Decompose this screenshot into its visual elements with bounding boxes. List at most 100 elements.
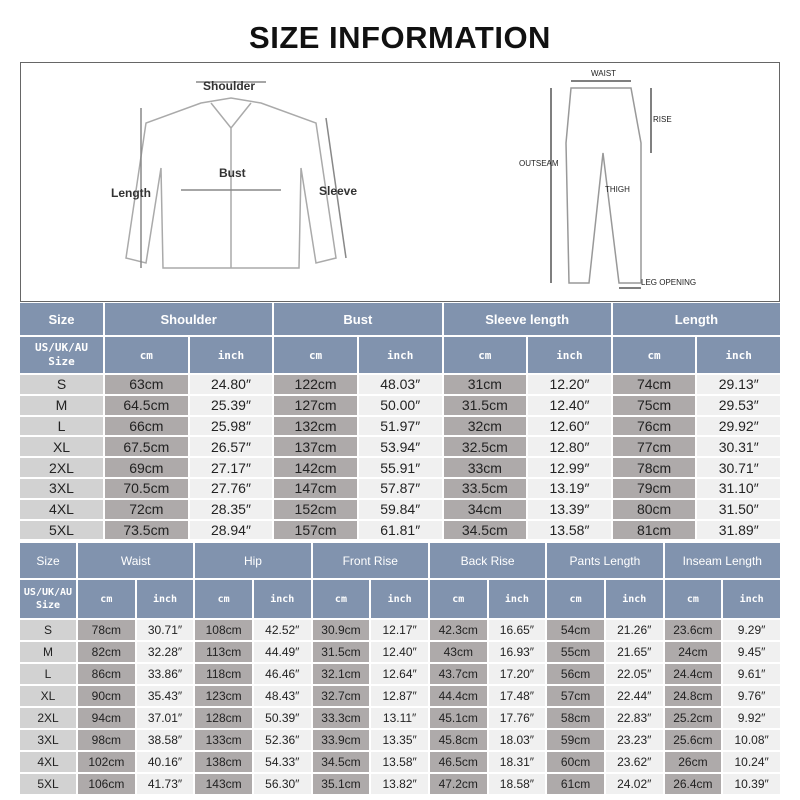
inch-value-cell: 46.46″: [253, 664, 311, 684]
inch-value-cell: 29.53″: [697, 395, 780, 415]
inch-header: inch: [605, 580, 663, 618]
cm-value-cell: 31.5cm: [312, 642, 370, 662]
inch-value-cell: 30.71″: [697, 458, 780, 477]
inch-value-cell: 48.43″: [253, 686, 311, 706]
inch-value-cell: 10.08″: [723, 730, 780, 750]
cm-header: cm: [195, 580, 252, 618]
region-size-header: US/UK/AU Size: [20, 580, 76, 618]
cm-header: cm: [429, 580, 487, 618]
measurement-diagram: Shoulder Bust Length Sleeve WAIST RISE O…: [20, 62, 780, 302]
column-group-header: Hip: [195, 543, 311, 578]
bust-label: Bust: [219, 166, 246, 180]
cm-value-cell: 64.5cm: [105, 395, 188, 415]
cm-header: cm: [612, 337, 696, 373]
inch-value-cell: 27.17″: [189, 458, 273, 477]
table-row: 4XL 72cm 28.35″ 152cm 59.84″ 34cm 13.39″ 80cm 31…: [20, 499, 780, 519]
column-group-header: Bust: [274, 303, 442, 335]
column-group-header: Pants Length: [547, 543, 663, 578]
size-cell: 5XL: [20, 774, 76, 794]
cm-value-cell: 147cm: [274, 478, 357, 498]
cm-value-cell: 33.5cm: [443, 478, 527, 498]
cm-value-cell: 31cm: [443, 375, 527, 394]
outseam-label: OUTSEAM: [519, 159, 559, 168]
inch-value-cell: 23.23″: [605, 730, 663, 750]
cm-value-cell: 108cm: [195, 620, 252, 640]
inch-value-cell: 12.99″: [528, 458, 611, 477]
inch-value-cell: 48.03″: [358, 375, 442, 394]
inch-value-cell: 21.65″: [605, 642, 663, 662]
inch-value-cell: 12.17″: [371, 620, 428, 640]
table-row: L 86cm 33.86″ 118cm 46.46″ 32.1cm 12.64″ 43.7cm…: [20, 664, 780, 684]
rise-label: RISE: [653, 115, 672, 124]
cm-value-cell: 102cm: [78, 752, 135, 772]
table-row: S 63cm 24.80″ 122cm 48.03″ 31cm 12.20″ 74cm 29.1…: [20, 375, 780, 394]
table-row: 5XL 106cm 41.73″ 143cm 56.30″ 35.1cm 13.82″ 47.…: [20, 774, 780, 794]
cm-header: cm: [664, 580, 722, 618]
inch-value-cell: 16.65″: [488, 620, 546, 640]
inch-value-cell: 12.40″: [371, 642, 428, 662]
cm-value-cell: 47.2cm: [429, 774, 487, 794]
cm-value-cell: 43cm: [429, 642, 487, 662]
cm-value-cell: 30.9cm: [312, 620, 370, 640]
table-row: 2XL 69cm 27.17″ 142cm 55.91″ 33cm 12.99″ 78cm 30…: [20, 458, 780, 477]
cm-value-cell: 157cm: [274, 520, 357, 540]
cm-value-cell: 61cm: [547, 774, 604, 794]
cm-value-cell: 67.5cm: [105, 437, 188, 457]
cm-value-cell: 122cm: [274, 375, 357, 394]
thigh-label: THIGH: [605, 185, 630, 194]
inch-value-cell: 27.76″: [189, 478, 273, 498]
cm-value-cell: 33.3cm: [312, 708, 370, 728]
column-group-header: Sleeve length: [443, 303, 611, 335]
cm-value-cell: 133cm: [195, 730, 252, 750]
inch-value-cell: 21.26″: [605, 620, 663, 640]
cm-header: cm: [312, 580, 370, 618]
cm-header: cm: [443, 337, 527, 373]
table-row: M 82cm 32.28″ 113cm 44.49″ 31.5cm 12.40″ 43cm 16…: [20, 642, 780, 662]
inch-value-cell: 56.30″: [253, 774, 311, 794]
cm-value-cell: 59cm: [547, 730, 604, 750]
inch-value-cell: 10.39″: [723, 774, 780, 794]
cm-value-cell: 128cm: [195, 708, 252, 728]
size-cell: L: [20, 416, 103, 436]
inch-value-cell: 12.87″: [371, 686, 428, 706]
size-cell: XL: [20, 437, 103, 457]
inch-value-cell: 18.03″: [488, 730, 546, 750]
cm-value-cell: 76cm: [612, 416, 696, 436]
cm-value-cell: 56cm: [547, 664, 604, 684]
cm-value-cell: 32.5cm: [443, 437, 527, 457]
cm-header: cm: [105, 337, 188, 373]
cm-value-cell: 43.7cm: [429, 664, 487, 684]
cm-value-cell: 98cm: [78, 730, 135, 750]
inch-value-cell: 12.40″: [528, 395, 611, 415]
cm-value-cell: 63cm: [105, 375, 188, 394]
group-header-row: Size Waist Hip Front Rise Back Rise Pants Len…: [20, 543, 780, 578]
inch-value-cell: 13.82″: [371, 774, 428, 794]
size-cell: 2XL: [20, 458, 103, 477]
cm-value-cell: 78cm: [612, 458, 696, 477]
cm-value-cell: 58cm: [547, 708, 604, 728]
cm-value-cell: 54cm: [547, 620, 604, 640]
cm-value-cell: 57cm: [547, 686, 604, 706]
column-group-header: Length: [612, 303, 780, 335]
inch-value-cell: 17.76″: [488, 708, 546, 728]
inch-value-cell: 16.93″: [488, 642, 546, 662]
inch-header: inch: [136, 580, 194, 618]
inch-value-cell: 53.94″: [358, 437, 442, 457]
size-cell: 4XL: [20, 752, 76, 772]
inch-value-cell: 31.10″: [697, 478, 780, 498]
cm-value-cell: 79cm: [612, 478, 696, 498]
size-cell: 3XL: [20, 730, 76, 750]
inch-value-cell: 59.84″: [358, 499, 442, 519]
cm-value-cell: 25.6cm: [664, 730, 722, 750]
cm-value-cell: 75cm: [612, 395, 696, 415]
cm-value-cell: 142cm: [274, 458, 357, 477]
size-cell: 5XL: [20, 520, 103, 540]
region-size-header: US/UK/AU Size: [20, 337, 103, 373]
cm-value-cell: 33.9cm: [312, 730, 370, 750]
inch-value-cell: 12.60″: [528, 416, 611, 436]
table-row: XL 67.5cm 26.57″ 137cm 53.94″ 32.5cm 12.80″ 77c…: [20, 437, 780, 457]
cm-value-cell: 34.5cm: [443, 520, 527, 540]
inch-value-cell: 51.97″: [358, 416, 442, 436]
top-size-table: Size Shoulder Bust Sleeve length Length US/UK…: [18, 301, 782, 541]
column-group-header: Shoulder: [105, 303, 273, 335]
